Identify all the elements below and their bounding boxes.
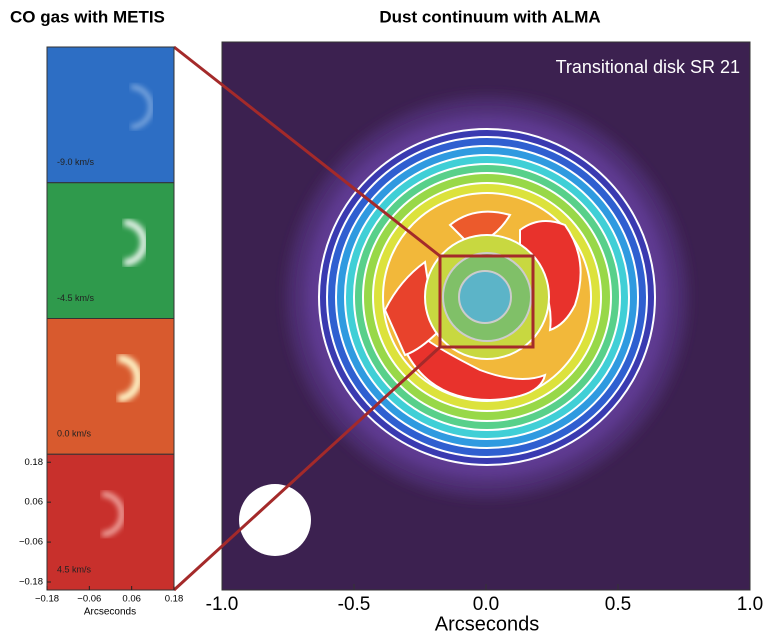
x-tick-label: 0.0 <box>473 594 499 615</box>
left-title: CO gas with METIS <box>10 7 165 26</box>
zoom-line <box>173 45 441 258</box>
x-tick-label: 1.0 <box>737 594 763 615</box>
velocity-label: -4.5 km/s <box>57 293 95 303</box>
zoom-line <box>172 345 442 592</box>
velocity-label: -9.0 km/s <box>57 157 95 167</box>
x-tick-label: -0.5 <box>338 594 371 615</box>
velocity-panel <box>46 182 175 319</box>
panel-x-tick-label: 0.18 <box>165 594 184 605</box>
velocity-panel <box>46 318 175 455</box>
emission-crescent <box>101 491 125 537</box>
x-axis-label: Arcseconds <box>435 613 540 635</box>
emission-crescent <box>117 354 142 403</box>
velocity-label: 4.5 km/s <box>57 564 92 574</box>
panel-x-tick-label: 0.06 <box>122 594 141 605</box>
panels: -9.0 km/s -4.5 km/s 0.0 km/s 4.5 km/s <box>46 46 175 591</box>
disk-label: Transitional disk SR 21 <box>556 57 740 77</box>
panel-x-axis-label: Arcseconds <box>84 607 136 618</box>
panel-y-tick-label: −0.18 <box>19 577 43 588</box>
emission-crescent <box>130 84 153 129</box>
disk-image <box>222 42 750 590</box>
x-tick-label: 0.5 <box>605 594 631 615</box>
panel-y-tick-label: 0.06 <box>25 497 44 508</box>
emission-crescent <box>123 219 148 267</box>
panel-x-tick-label: −0.18 <box>35 594 59 605</box>
zoom-box <box>438 254 535 349</box>
panel-y-tick-label: 0.18 <box>25 457 44 468</box>
panel-y-tick-label: −0.06 <box>19 537 43 548</box>
panel-x-tick-label: −0.06 <box>77 594 101 605</box>
x-tick-label: -1.0 <box>206 594 239 615</box>
velocity-panel <box>46 453 175 591</box>
right-title: Dust continuum with ALMA <box>379 7 600 26</box>
velocity-label: 0.0 km/s <box>57 429 92 439</box>
